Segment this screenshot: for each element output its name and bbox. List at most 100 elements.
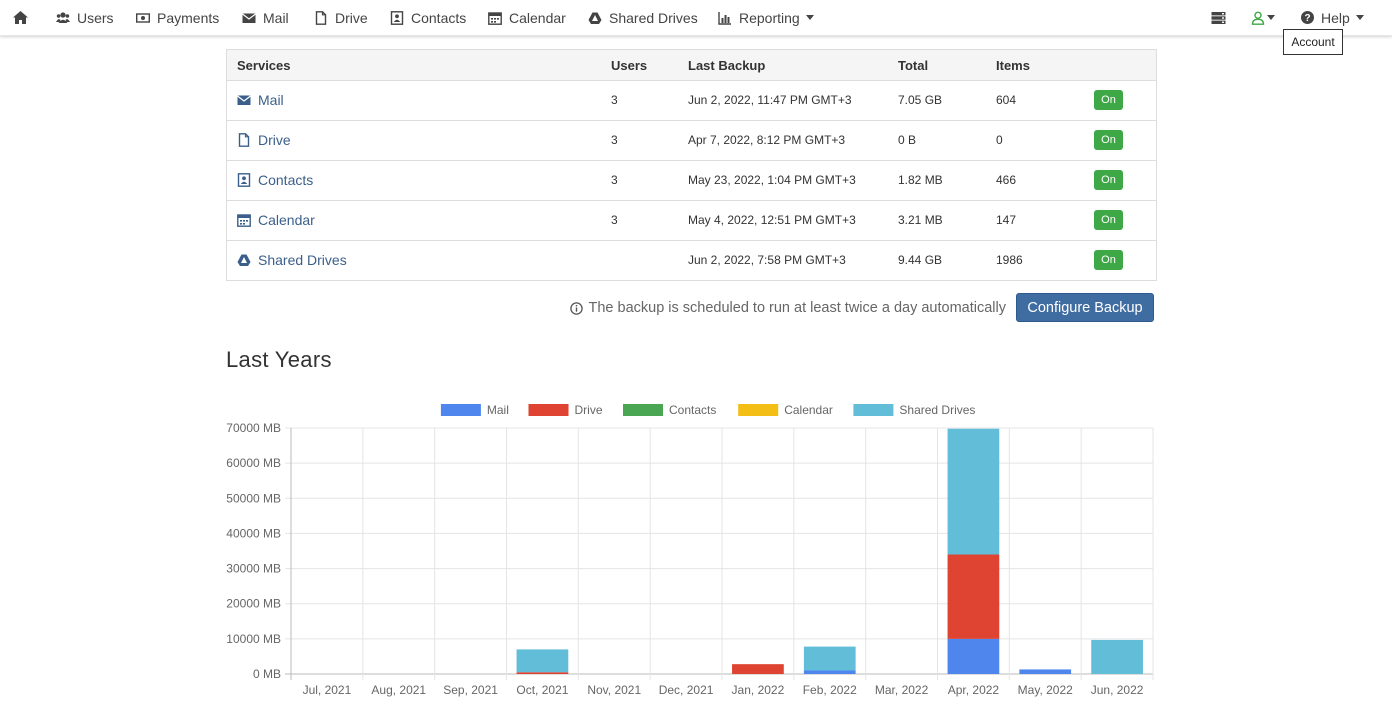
nav-help[interactable]: ? Help [1301,0,1364,35]
nav-help-label: Help [1321,9,1350,26]
file-icon [237,133,251,147]
total-size: 3.21 MB [898,213,943,227]
server-icon [1211,11,1226,25]
legend-swatch [853,404,894,416]
legend-swatch [528,404,569,416]
x-tick-label: Feb, 2022 [803,683,857,697]
x-tick-label: May, 2022 [1018,683,1073,697]
y-tick-label: 10000 MB [226,632,281,646]
info-circle-icon [570,301,584,315]
server-menu-button[interactable] [1211,0,1233,35]
nav-payments[interactable]: Payments [136,0,219,35]
backup-schedule-note: The backup is scheduled to run at least … [570,300,1006,316]
bar-segment [803,670,856,674]
bar-segment [947,638,1000,674]
legend-swatch [738,404,779,416]
account-tooltip: Account [1283,29,1343,55]
calendar-icon [237,213,251,227]
users-count: 3 [611,213,618,227]
status-toggle[interactable]: On [1094,130,1123,150]
nav-calendar-label: Calendar [509,9,566,26]
status-toggle[interactable]: On [1094,90,1123,110]
total-size: 7.05 GB [898,93,943,107]
service-link-drive[interactable]: Drive [237,132,291,148]
items-count: 1986 [996,253,1023,267]
legend-label: Mail [487,403,509,417]
chevron-down-icon [1267,15,1275,20]
last-backup: Jun 2, 2022, 11:47 PM GMT+3 [688,93,852,107]
x-tick-label: Dec, 2021 [659,683,714,697]
service-name: Calendar [258,212,315,228]
help-icon: ? [1301,11,1314,24]
user-icon [1251,11,1265,25]
chevron-down-icon [805,15,814,20]
service-link-calendar[interactable]: Calendar [237,212,315,228]
bar-segment [803,646,856,671]
nav-reporting-label: Reporting [739,9,800,26]
shared-drive-icon [237,253,251,267]
section-title: Last Years [226,347,332,372]
last-backup: May 23, 2022, 1:04 PM GMT+3 [688,173,856,187]
bar-segment [1091,639,1143,674]
nav-calendar[interactable]: Calendar [488,0,566,35]
legend-swatch [440,404,481,416]
items-count: 0 [996,133,1003,147]
status-toggle[interactable]: On [1094,170,1123,190]
header-services: Services [237,58,291,73]
nav-users-label: Users [77,9,114,26]
status-toggle[interactable]: On [1094,210,1123,230]
mail-icon [242,11,256,25]
y-tick-label: 30000 MB [226,562,281,576]
nav-payments-label: Payments [157,9,220,26]
header-users: Users [611,58,648,73]
mail-icon [237,93,251,107]
chevron-down-icon [1355,15,1364,20]
nav-drive[interactable]: Drive [314,0,368,35]
calendar-icon [488,11,502,25]
nav-home[interactable] [12,0,36,35]
service-link-shared-drives[interactable]: Shared Drives [237,252,347,268]
configure-backup-button[interactable]: Configure Backup [1016,293,1154,322]
table-row: Drive 3 Apr 7, 2022, 8:12 PM GMT+3 0 B 0… [227,121,1156,161]
service-name: Mail [258,92,284,108]
last-backup: Apr 7, 2022, 8:12 PM GMT+3 [688,133,846,147]
home-icon [12,10,29,25]
last-backup: May 4, 2022, 12:51 PM GMT+3 [688,213,856,227]
table-row: Contacts 3 May 23, 2022, 1:04 PM GMT+3 1… [227,161,1156,201]
nav-mail-label: Mail [263,9,289,26]
y-tick-label: 0 MB [253,667,281,681]
account-menu-button[interactable] [1251,0,1275,35]
contacts-icon [390,10,404,25]
x-tick-label: Jun, 2022 [1091,683,1144,697]
top-navbar: Users Payments Mail Drive Contacts Calen… [0,0,1392,36]
x-tick-label: Aug, 2021 [371,683,426,697]
y-tick-label: 60000 MB [226,456,281,470]
y-tick-label: 50000 MB [226,491,281,505]
x-tick-label: Nov, 2021 [587,683,641,697]
x-tick-label: Oct, 2021 [516,683,568,697]
nav-users[interactable]: Users [56,0,114,35]
nav-mail[interactable]: Mail [242,0,289,35]
status-toggle[interactable]: On [1094,250,1123,270]
nav-contacts[interactable]: Contacts [390,0,466,35]
items-count: 604 [996,93,1017,107]
users-count: 3 [611,133,618,147]
table-header: Services Users Last Backup Total Items [227,50,1156,81]
contacts-icon [237,173,251,187]
total-size: 0 B [898,133,917,147]
bar-segment [1019,669,1072,674]
service-name: Contacts [258,172,314,188]
x-tick-label: Jan, 2022 [732,683,785,697]
service-name: Drive [258,132,291,148]
nav-reporting[interactable]: Reporting [718,0,814,35]
nav-shared-drives[interactable]: Shared Drives [588,0,698,35]
bar-segment [732,664,784,674]
service-link-mail[interactable]: Mail [237,92,284,108]
users-count: 3 [611,173,618,187]
bar-segment [516,649,569,673]
table-row: Calendar 3 May 4, 2022, 12:51 PM GMT+3 3… [227,201,1156,241]
service-link-contacts[interactable]: Contacts [237,172,313,188]
header-items: Items [996,58,1030,73]
total-size: 1.82 MB [898,173,943,187]
y-tick-label: 20000 MB [226,597,281,611]
